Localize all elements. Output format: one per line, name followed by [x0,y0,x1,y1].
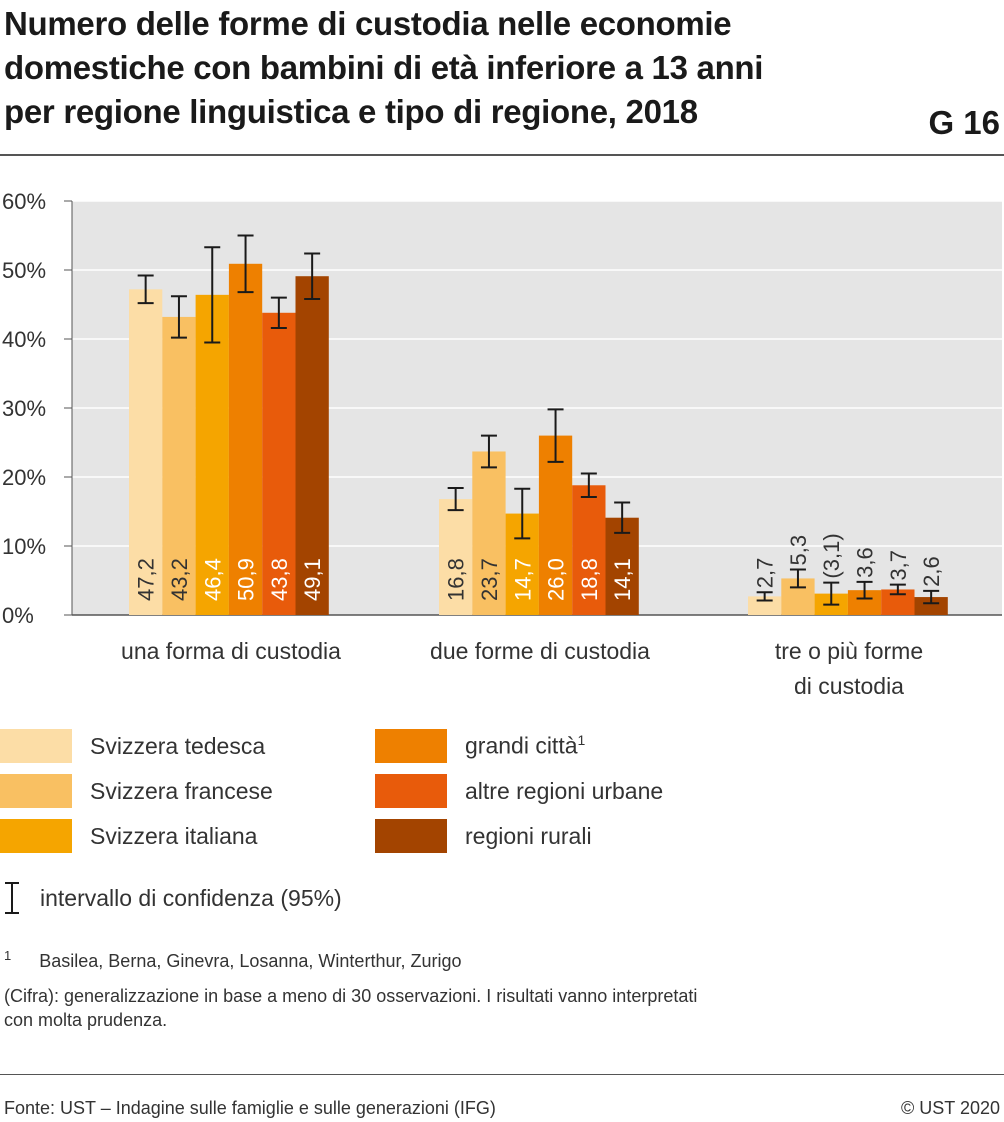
legend-swatch [0,774,72,808]
legend-superscript: 1 [577,732,586,749]
bar [228,263,263,615]
data-label: 3,7 [886,550,911,581]
ci-icon [5,882,19,914]
y-tick-label: 10% [2,534,46,559]
legend-swatch [0,729,72,763]
y-tick-label: 40% [2,327,46,352]
legend-swatch [0,819,72,853]
title-line-2: domestiche con bambini di età inferiore … [4,49,764,86]
y-tick-label: 50% [2,258,46,283]
legend-item: Svizzera tedesca [0,729,265,763]
legend-swatch [375,729,447,763]
title-line-1: Numero delle forme di custodia nelle eco… [4,5,732,42]
x-category-label: due forme di custodia [430,638,650,664]
data-label: 50,9 [234,558,259,601]
data-label: 49,1 [300,558,325,601]
x-category-label: tre o più forme [775,638,923,664]
legend-label: altre regioni urbane [465,777,664,804]
legend-item: altre regioni urbane [375,774,663,808]
copyright-text: © UST 2020 [901,1098,1000,1118]
title-divider [0,154,1004,156]
legend-item: regioni rurali [375,819,592,853]
bar [162,316,196,615]
legend-label: Svizzera tedesca [90,732,266,759]
data-label: 23,7 [477,558,502,601]
chart-code: G 16 [928,104,1000,141]
y-tick-label: 20% [2,465,46,490]
y-tick-label: 30% [2,396,46,421]
x-category-label: una forma di custodia [121,638,341,664]
bar [914,597,948,615]
bar [129,289,163,615]
legend-item: grandi città1 [375,729,585,763]
title-line-3: per regione linguistica e tipo di region… [4,93,698,130]
data-label: 2,6 [919,556,944,587]
bar [605,517,639,615]
bar [195,294,229,615]
legend-label: grandi città1 [465,732,586,759]
data-label: (3,1) [819,533,844,578]
bar [262,312,296,615]
bar [472,451,506,615]
data-label: 26,0 [544,558,569,601]
bar [295,276,329,615]
legend-swatch [375,774,447,808]
chart-title: Numero delle forme di custodia nelle eco… [4,2,904,134]
footnote: 1 Basilea, Berna, Ginevra, Losanna, Wint… [4,944,461,973]
ci-legend-label: intervallo di confidenza (95%) [40,884,342,911]
footer-divider [0,1074,1004,1075]
y-tick-label: 0% [2,603,34,628]
data-label: 3,6 [853,547,878,578]
legend-label: Svizzera francese [90,777,273,804]
legend-item: Svizzera francese [0,774,273,808]
legend-label: Svizzera italiana [90,822,258,849]
y-tick-label: 60% [2,189,46,214]
legend-swatch [375,819,447,853]
cifra-note-line-1: (Cifra): generalizzazione in base a meno… [4,986,698,1006]
cifra-note: (Cifra): generalizzazione in base a meno… [4,984,697,1032]
source-text: Fonte: UST – Indagine sulle famiglie e s… [4,1098,496,1118]
data-label: 47,2 [134,558,159,601]
data-label: 14,1 [610,558,635,601]
legend-label: regioni rurali [465,822,592,849]
data-label: 2,7 [753,558,778,589]
data-label: 16,8 [444,558,469,601]
footnote-mark: 1 [4,948,12,963]
data-label: 43,2 [167,558,192,601]
data-label: 18,8 [577,558,602,601]
data-label: 14,7 [510,558,535,601]
bar [538,435,573,615]
bar-chart: 0% 10% 20% 30% 40% 50% 60% 47,2 16,8 2,7 43,2 23,7 5… [2,189,1002,699]
bar [439,499,473,615]
bar [748,596,782,615]
ci-legend: intervallo di confidenza (95%) [0,880,342,916]
legend-item: Svizzera italiana [0,819,257,853]
footnote-text: Basilea, Berna, Ginevra, Losanna, Winter… [39,951,462,971]
bar [572,485,606,615]
x-category-label: di custodia [794,673,904,699]
data-label: 46,4 [200,558,225,601]
data-label: 43,8 [267,558,292,601]
cifra-note-line-2: con molta prudenza. [4,1010,168,1030]
data-label: 5,3 [786,535,811,566]
